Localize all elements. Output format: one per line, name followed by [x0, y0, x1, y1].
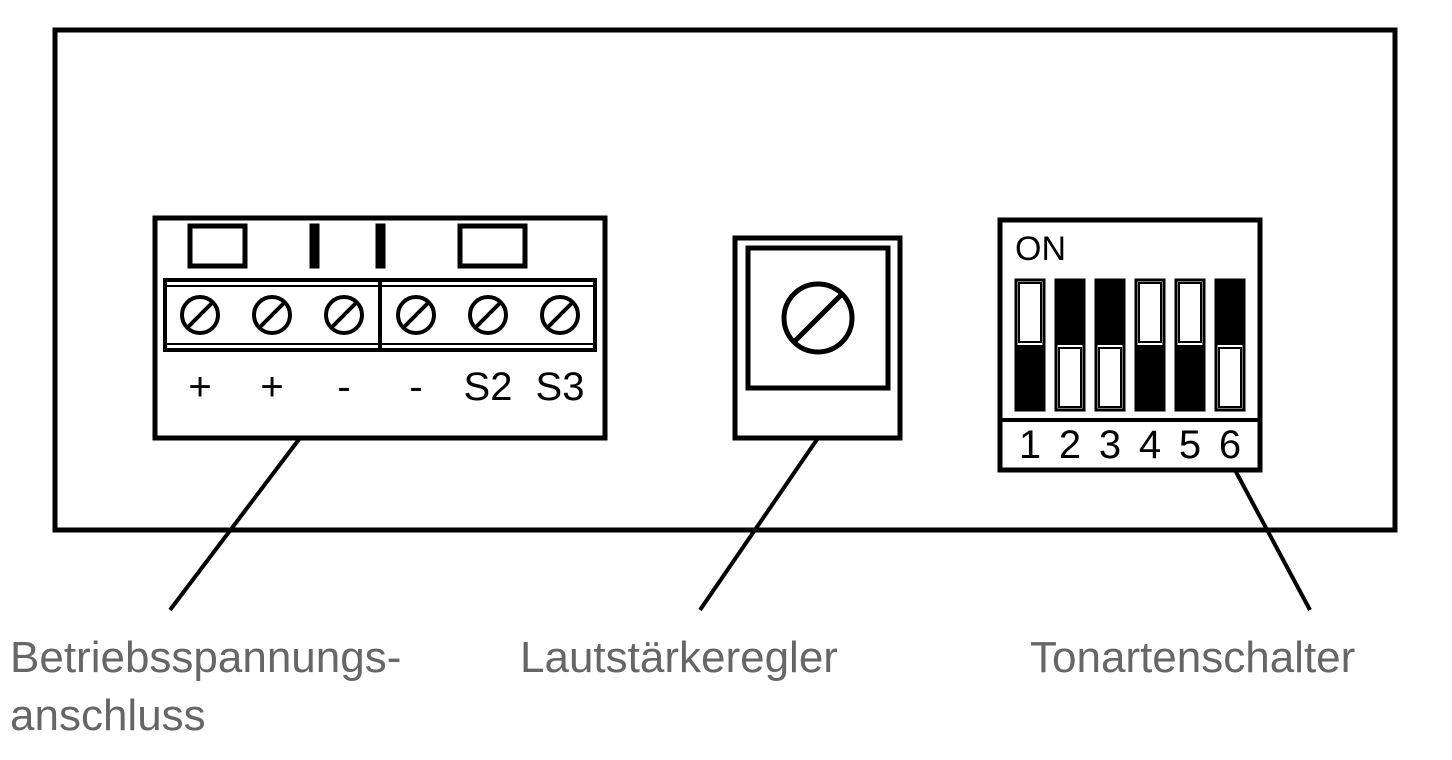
- dip-on-label: ON: [1015, 230, 1066, 268]
- callout-line: [1235, 470, 1310, 610]
- dip-body: [1056, 280, 1084, 345]
- dip-number: 3: [1099, 423, 1121, 467]
- diagram-canvas: ++--S2S3 ON 123456 Betriebsspannungs- an…: [0, 0, 1452, 760]
- volume-screw-slot: [794, 294, 842, 342]
- label-dip: Tonartenschalter: [1030, 633, 1355, 682]
- dip-number: 2: [1059, 423, 1081, 467]
- dip-body: [1216, 280, 1244, 345]
- dip-switches: [1016, 280, 1244, 410]
- terminal-label: +: [188, 365, 211, 409]
- label-volume: Lautstärkeregler: [520, 633, 838, 682]
- callout-line: [170, 438, 300, 610]
- dip-number: 6: [1219, 423, 1241, 467]
- dip-number: 1: [1019, 423, 1041, 467]
- terminal-label: +: [260, 365, 283, 409]
- terminal-label: -: [337, 365, 350, 409]
- dip-numbers: 123456: [1019, 423, 1241, 467]
- dip-body: [1136, 345, 1164, 410]
- terminal-tab: [312, 226, 317, 266]
- dip-body: [1096, 280, 1124, 345]
- label-terminal-line1: Betriebsspannungs-: [10, 633, 401, 682]
- dip-body: [1176, 345, 1204, 410]
- terminal-label: S3: [536, 365, 585, 409]
- terminal-tab: [460, 226, 525, 266]
- terminal-label: S2: [464, 365, 513, 409]
- terminal-block-tabs: [190, 226, 525, 266]
- terminal-block: ++--S2S3: [155, 218, 605, 438]
- dip-number: 5: [1179, 423, 1201, 467]
- label-terminal-line2: anschluss: [10, 691, 206, 740]
- terminal-tab: [378, 226, 383, 266]
- dip-actuator: [1059, 348, 1081, 407]
- volume-knob: [735, 238, 900, 438]
- dip-actuator: [1139, 283, 1161, 342]
- dip-switch-block: ON 123456: [1000, 220, 1260, 470]
- terminal-labels: ++--S2S3: [188, 365, 584, 409]
- dip-actuator: [1179, 283, 1201, 342]
- dip-actuator: [1099, 348, 1121, 407]
- dip-body: [1016, 345, 1044, 410]
- terminal-tab: [190, 226, 245, 266]
- dip-actuator: [1219, 348, 1241, 407]
- dip-number: 4: [1139, 423, 1161, 467]
- dip-actuator: [1019, 283, 1041, 342]
- terminal-label: -: [409, 365, 422, 409]
- volume-frame: [735, 238, 900, 438]
- callout-line: [700, 438, 818, 610]
